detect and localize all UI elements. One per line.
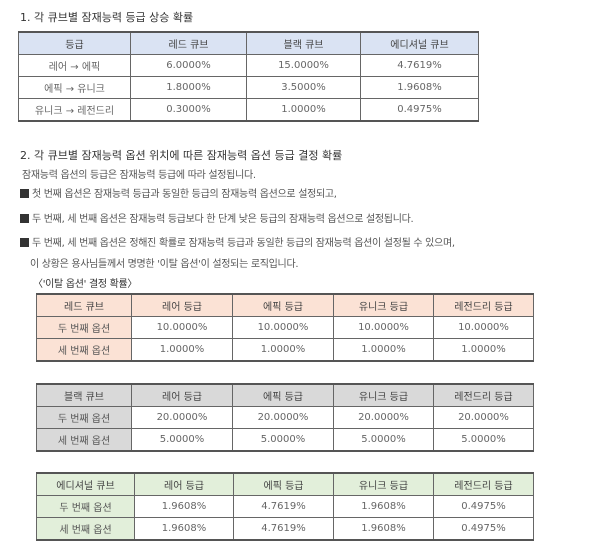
cell: 5.0000% [433, 428, 534, 452]
header-cell: 레드 큐브 [130, 31, 247, 55]
cell: 1.9608% [333, 495, 434, 518]
header-cell: 레드 큐브 [36, 293, 132, 317]
cell: 20.0000% [131, 406, 233, 429]
cell: 10.0000% [333, 316, 434, 339]
section1-title: 1. 각 큐브별 잠재능력 등급 상승 확률 [20, 11, 194, 24]
cell: 5.0000% [232, 428, 334, 452]
cell: 0.3000% [130, 98, 247, 122]
bullet-item: 첫 번째 옵션은 잠재능력 등급과 동일한 등급의 잠재능력 옵션으로 설정되고… [20, 185, 337, 200]
header-cell: 레전드리 등급 [433, 472, 534, 496]
table-header-row: 에디셔널 큐브 레어 등급 에픽 등급 유니크 등급 레전드리 등급 [36, 472, 534, 496]
bullet-item: 두 번째, 세 번째 옵션은 정해진 확률로 잠재능력 등급과 동일한 등급의 … [20, 234, 455, 249]
cell: 20.0000% [433, 406, 534, 429]
cell: 1.8000% [130, 76, 247, 99]
table-header-row: 등급 레드 큐브 블랙 큐브 에디셔널 큐브 [18, 31, 479, 55]
cell: 5.0000% [333, 428, 434, 452]
row-label: 세 번째 옵션 [36, 517, 135, 541]
section2-title: 2. 각 큐브별 잠재능력 옵션 위치에 따른 잠재능력 옵션 등급 결정 확률 [20, 149, 343, 162]
header-cell: 레전드리 등급 [433, 383, 534, 407]
header-cell: 블랙 큐브 [246, 31, 361, 55]
header-cell: 레어 등급 [131, 293, 233, 317]
table-row: 에픽 → 유니크 1.8000% 3.5000% 1.9608% [18, 76, 479, 99]
row-label: 두 번째 옵션 [36, 406, 132, 429]
cell: 1.9608% [333, 517, 434, 541]
red-cube-table: 레드 큐브 레어 등급 에픽 등급 유니크 등급 레전드리 등급 두 번째 옵션… [36, 293, 534, 362]
cell: 1.0000% [433, 338, 534, 362]
grade-up-table: 등급 레드 큐브 블랙 큐브 에디셔널 큐브 레어 → 에픽 6.0000% 1… [18, 31, 479, 122]
header-cell: 레전드리 등급 [433, 293, 534, 317]
cell: 1.0000% [333, 338, 434, 362]
square-bullet-icon [20, 238, 29, 247]
row-label: 유니크 → 레전드리 [18, 98, 131, 122]
row-label: 두 번째 옵션 [36, 316, 132, 339]
table-row: 레어 → 에픽 6.0000% 15.0000% 4.7619% [18, 54, 479, 77]
header-cell: 등급 [18, 31, 131, 55]
header-cell: 레어 등급 [134, 472, 234, 496]
row-label: 세 번째 옵션 [36, 338, 132, 362]
table-row: 유니크 → 레전드리 0.3000% 1.0000% 0.4975% [18, 98, 479, 122]
cell: 10.0000% [433, 316, 534, 339]
cell: 6.0000% [130, 54, 247, 77]
additional-cube-table: 에디셔널 큐브 레어 등급 에픽 등급 유니크 등급 레전드리 등급 두 번째 … [36, 472, 534, 541]
table-header-row: 레드 큐브 레어 등급 에픽 등급 유니크 등급 레전드리 등급 [36, 293, 534, 317]
cell: 1.9608% [360, 76, 479, 99]
row-label: 세 번째 옵션 [36, 428, 132, 452]
table-row: 두 번째 옵션 1.9608% 4.7619% 1.9608% 0.4975% [36, 495, 534, 518]
header-cell: 에픽 등급 [233, 472, 334, 496]
cell: 0.4975% [360, 98, 479, 122]
header-cell: 블랙 큐브 [36, 383, 132, 407]
cell: 5.0000% [131, 428, 233, 452]
table-row: 두 번째 옵션 20.0000% 20.0000% 20.0000% 20.00… [36, 406, 534, 429]
header-cell: 에디셔널 큐브 [360, 31, 479, 55]
cell: 1.0000% [232, 338, 334, 362]
row-label: 두 번째 옵션 [36, 495, 135, 518]
cell: 1.9608% [134, 517, 234, 541]
cell: 4.7619% [233, 495, 334, 518]
table-header-row: 블랙 큐브 레어 등급 에픽 등급 유니크 등급 레전드리 등급 [36, 383, 534, 407]
header-cell: 에픽 등급 [232, 293, 334, 317]
header-cell: 유니크 등급 [333, 472, 434, 496]
cell: 4.7619% [233, 517, 334, 541]
table-row: 세 번째 옵션 1.0000% 1.0000% 1.0000% 1.0000% [36, 338, 534, 362]
row-label: 에픽 → 유니크 [18, 76, 131, 99]
cell: 20.0000% [333, 406, 434, 429]
cell: 15.0000% [246, 54, 361, 77]
bullet-text: 두 번째, 세 번째 옵션은 정해진 확률로 잠재능력 등급과 동일한 등급의 … [32, 238, 455, 249]
table-row: 세 번째 옵션 5.0000% 5.0000% 5.0000% 5.0000% [36, 428, 534, 452]
bullet-item: 두 번째, 세 번째 옵션은 잠재능력 등급보다 한 단계 낮은 등급의 잠재능… [20, 210, 414, 225]
header-cell: 에디셔널 큐브 [36, 472, 135, 496]
cell: 3.5000% [246, 76, 361, 99]
row-label: 레어 → 에픽 [18, 54, 131, 77]
continuation-text: 이 상황은 용사님들께서 명명한 '이탈 옵션'이 설정되는 로직입니다. [30, 259, 299, 270]
cell: 10.0000% [232, 316, 334, 339]
intro-text: 잠재능력 옵션의 등급은 잠재능력 등급에 따라 설정됩니다. [22, 170, 256, 181]
cell: 0.4975% [433, 517, 534, 541]
bullet-text: 첫 번째 옵션은 잠재능력 등급과 동일한 등급의 잠재능력 옵션으로 설정되고… [32, 189, 337, 200]
square-bullet-icon [20, 214, 29, 223]
subtitle: 〈'이탈 옵션' 결정 확률〉 [33, 279, 138, 290]
table-row: 두 번째 옵션 10.0000% 10.0000% 10.0000% 10.00… [36, 316, 534, 339]
cell: 20.0000% [232, 406, 334, 429]
square-bullet-icon [20, 189, 29, 198]
table-row: 세 번째 옵션 1.9608% 4.7619% 1.9608% 0.4975% [36, 517, 534, 541]
header-cell: 유니크 등급 [333, 383, 434, 407]
black-cube-table: 블랙 큐브 레어 등급 에픽 등급 유니크 등급 레전드리 등급 두 번째 옵션… [36, 383, 534, 452]
cell: 1.0000% [246, 98, 361, 122]
cell: 4.7619% [360, 54, 479, 77]
cell: 0.4975% [433, 495, 534, 518]
header-cell: 레어 등급 [131, 383, 233, 407]
header-cell: 에픽 등급 [232, 383, 334, 407]
cell: 1.0000% [131, 338, 233, 362]
header-cell: 유니크 등급 [333, 293, 434, 317]
cell: 1.9608% [134, 495, 234, 518]
cell: 10.0000% [131, 316, 233, 339]
bullet-text: 두 번째, 세 번째 옵션은 잠재능력 등급보다 한 단계 낮은 등급의 잠재능… [32, 214, 414, 225]
